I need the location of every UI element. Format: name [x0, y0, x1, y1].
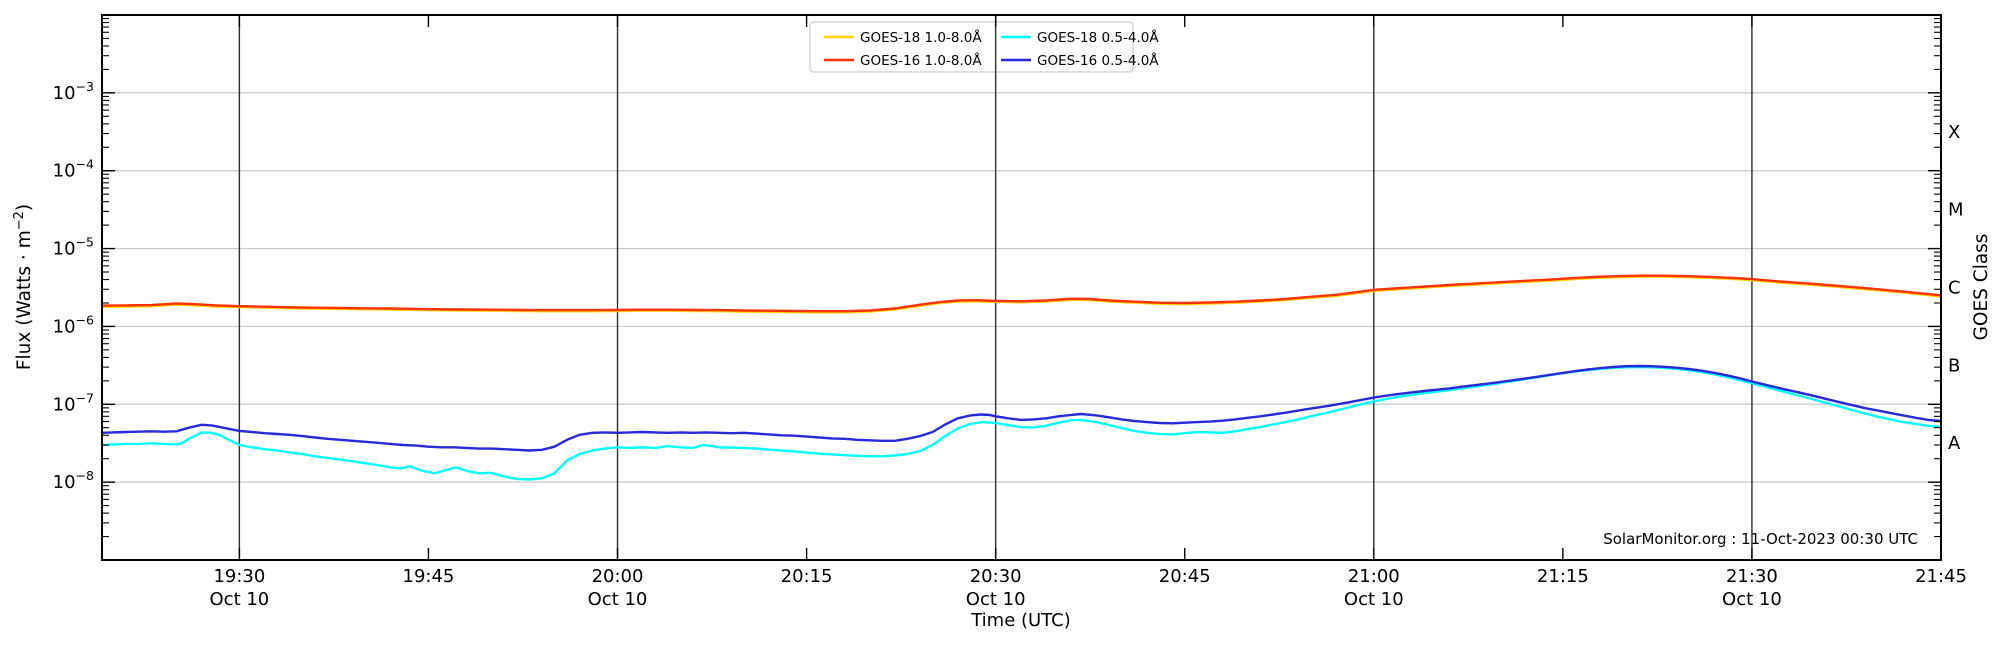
plot-border [101, 14, 1942, 561]
x-axis-title: Time (UTC) [970, 610, 1071, 631]
x-date-label: Oct 10 [1722, 589, 1782, 610]
legend-entry-label: GOES-16 1.0-8.0Å [860, 52, 982, 69]
legend-entry-label: GOES-16 0.5-4.0Å [1037, 52, 1159, 69]
goes18-short-curve [100, 365, 1943, 481]
goes-class-label: X [1948, 122, 1960, 143]
x-tick-label: 20:15 [781, 566, 833, 587]
axis-ticks [102, 15, 1942, 560]
goes16-short-curve [100, 364, 1943, 452]
y-tick-label: 10−6 [53, 312, 94, 337]
x-tick-label: 20:45 [1159, 566, 1211, 587]
x-tick-label: 21:30 [1726, 566, 1778, 587]
x-date-label: Oct 10 [210, 589, 270, 610]
y-tick-label: 10−8 [53, 468, 94, 493]
x-tick-label: 21:00 [1348, 566, 1400, 587]
y-tick-label: 10−5 [53, 235, 94, 260]
goes-class-label: M [1948, 200, 1964, 221]
x-date-label: Oct 10 [1344, 589, 1404, 610]
flux-curves [100, 274, 1943, 481]
x-date-label: Oct 10 [588, 589, 648, 610]
goes16-long-curve [100, 274, 1943, 313]
x-tick-label: 21:15 [1537, 566, 1589, 587]
x-tick-label: 20:30 [970, 566, 1022, 587]
goes18-long-curve [100, 275, 1943, 314]
goes-class-label: A [1948, 433, 1961, 454]
y-tick-label: 10−3 [53, 79, 94, 104]
plot-frame [101, 14, 1942, 561]
legend: GOES-18 1.0-8.0Å GOES-16 1.0-8.0Å GOES-18 … [809, 21, 1159, 73]
y-axis-title-flux: Flux (Watts · m−2) [12, 204, 35, 370]
x-tick-label: 19:45 [403, 566, 455, 587]
horizontal-gridlines [102, 92, 1941, 483]
x-date-label: Oct 10 [966, 589, 1026, 610]
x-tick-label: 19:30 [213, 566, 265, 587]
legend-entry-label: GOES-18 1.0-8.0Å [860, 29, 982, 46]
source-annotation: SolarMonitor.org : 11-Oct-2023 00:30 UTC [1603, 530, 1918, 548]
legend-box [809, 21, 1134, 73]
y-tick-label: 10−7 [53, 390, 94, 415]
x-tick-label: 21:45 [1915, 566, 1967, 587]
goes-class-label: C [1948, 278, 1961, 299]
goes-class-label: B [1948, 355, 1960, 376]
x-tick-label: 20:00 [592, 566, 644, 587]
y-axis-title-goes-class: GOES Class [1971, 234, 1992, 341]
legend-entry-label: GOES-18 0.5-4.0Å [1037, 29, 1159, 46]
y-tick-label: 10−4 [53, 157, 94, 182]
vertical-gridlines [238, 15, 1753, 560]
